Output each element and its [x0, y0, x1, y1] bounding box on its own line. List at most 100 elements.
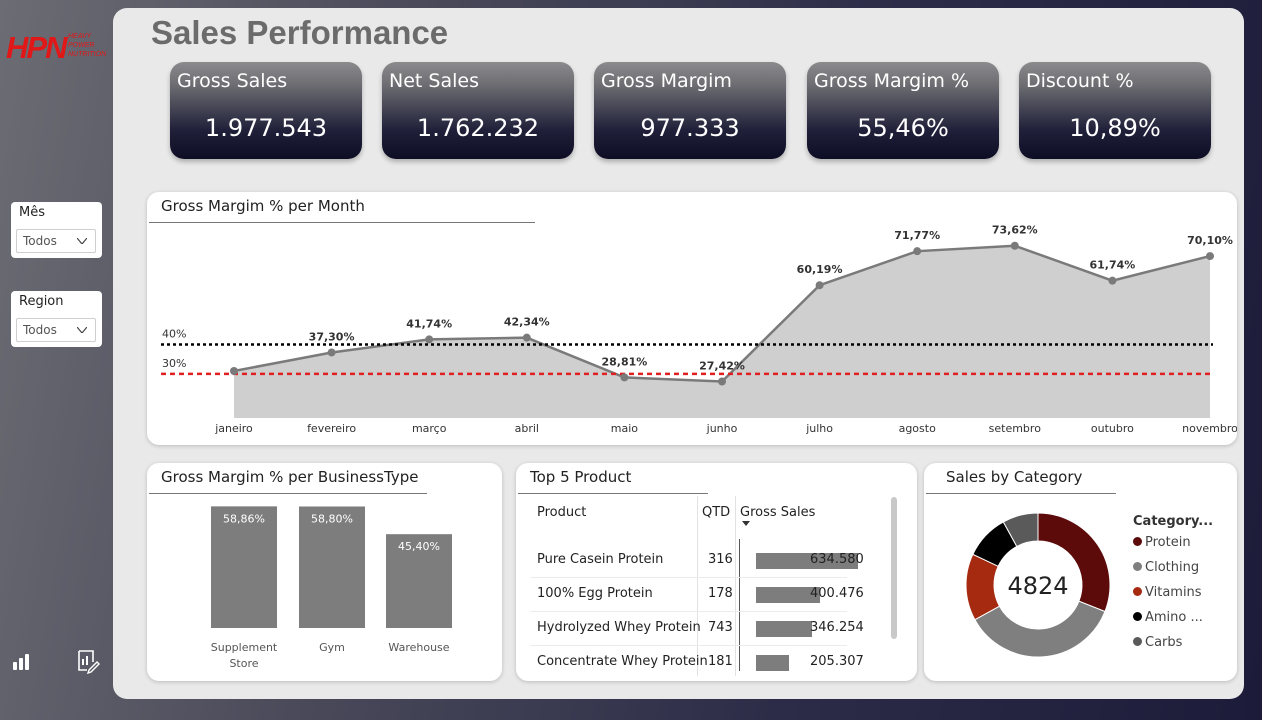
column-header-gross-sales[interactable]: Gross Sales: [740, 505, 816, 520]
month-filter-dropdown[interactable]: Todos: [16, 229, 96, 253]
data-label: 70,10%: [1187, 234, 1233, 247]
data-point: [815, 281, 824, 290]
qtd-value: 178: [708, 586, 733, 601]
margin-per-month-card[interactable]: Gross Margim % per Month 40% 30% janeiro 37…: [147, 192, 1237, 445]
margin-bar-chart: 58,86% Supplement Store 58,80% Gym 45,40% Ware…: [211, 506, 452, 670]
bar-data-label: 45,40%: [398, 540, 440, 553]
kpi-value: 55,46%: [857, 114, 949, 142]
table-scrollbar[interactable]: [891, 497, 897, 639]
top-products-card[interactable]: Top 5 Product Product QTD Gross Sales Pu…: [516, 463, 917, 681]
kpi-gross-margin-pct[interactable]: Gross Margim % 55,46%: [807, 62, 999, 159]
kpi-value: 1.762.232: [416, 114, 540, 142]
x-tick-label: julho: [805, 422, 833, 435]
x-tick-label: novembro: [1182, 422, 1237, 435]
data-point: [1206, 252, 1214, 261]
area-fill: [234, 245, 1210, 418]
table-title: Top 5 Product: [530, 468, 632, 486]
bar-data-label: 58,80%: [311, 512, 353, 525]
x-tick-label: abril: [515, 422, 539, 435]
data-point: [718, 377, 726, 386]
data-point: [327, 348, 336, 357]
report-canvas: Sales Performance Gross Sales 1.977.543 …: [113, 8, 1244, 699]
kpi-value: 977.333: [640, 114, 740, 142]
legend-label: Amino ...: [1145, 610, 1203, 625]
legend-dot-icon: [1133, 537, 1142, 546]
column-header-product[interactable]: Product: [537, 505, 587, 520]
data-point: [1108, 276, 1117, 285]
table-row[interactable]: Concentrate Whey Protein 181 205.307: [530, 646, 864, 679]
margin-area-chart: 40% 30% janeiro 37,30% fevereiro 41,74% março 4…: [161, 224, 1237, 435]
data-point: [522, 333, 531, 342]
category-legend: Category... Protein Clothing Vitamins Amino…: [1133, 514, 1233, 650]
product-name: 100% Egg Protein: [537, 586, 653, 601]
x-tick-label: junho: [706, 422, 738, 435]
donut-slice: [974, 600, 1106, 658]
title-underline: [149, 493, 427, 494]
x-tick-label: Supplement: [211, 641, 278, 654]
region-filter-dropdown[interactable]: Todos: [16, 318, 96, 342]
table-row[interactable]: Pure Casein Protein 316 634.580: [530, 544, 864, 578]
data-point: [913, 247, 922, 256]
legend-item[interactable]: Clothing: [1133, 560, 1199, 575]
month-filter-value: Todos: [23, 234, 57, 248]
product-name: Pure Casein Protein: [537, 552, 664, 567]
gross-sales-bar: [756, 621, 812, 637]
kpi-discount-pct[interactable]: Discount % 10,89%: [1019, 62, 1211, 159]
legend-item[interactable]: Protein: [1133, 535, 1191, 550]
legend-dot-icon: [1133, 612, 1142, 621]
data-label: 73,62%: [992, 224, 1038, 237]
qtd-value: 316: [708, 552, 733, 567]
logo-text: HPN: [6, 30, 67, 65]
legend-dot-icon: [1133, 637, 1142, 646]
bar: [299, 506, 365, 628]
gross-sales-value: 346.254: [810, 620, 864, 635]
data-label: 42,34%: [504, 316, 550, 329]
donut-slice: [1002, 512, 1039, 548]
hpn-logo: HPN HEAVY POWER NUTRITION: [6, 30, 110, 66]
sidebar: HPN HEAVY POWER NUTRITION Mês Todos Regi…: [0, 0, 113, 720]
legend-title: Category...: [1133, 514, 1214, 529]
kpi-gross-margin[interactable]: Gross Margim 977.333: [594, 62, 786, 159]
kpi-gross-sales[interactable]: Gross Sales 1.977.543: [170, 62, 362, 159]
legend-item[interactable]: Amino ...: [1133, 610, 1203, 625]
chevron-down-icon: [77, 238, 87, 244]
margin-per-business-card[interactable]: Gross Margim % per BusinessType 58,86% Su…: [147, 463, 502, 681]
region-filter-label: Region: [19, 294, 64, 309]
x-tick-label: março: [412, 422, 447, 435]
data-label: 27,42%: [699, 360, 745, 373]
data-label: 28,81%: [601, 355, 647, 368]
kpi-label: Gross Margim %: [814, 70, 970, 92]
bar-chart-icon[interactable]: [10, 648, 36, 674]
product-name: Hydrolyzed Whey Protein: [537, 620, 701, 635]
table-row[interactable]: 100% Egg Protein 178 400.476: [530, 578, 864, 612]
x-tick-label: setembro: [989, 422, 1042, 435]
reference-label: 40%: [162, 328, 186, 341]
x-tick-label: Store: [229, 657, 258, 670]
x-tick-label: janeiro: [214, 422, 253, 435]
report-edit-icon[interactable]: [75, 648, 101, 674]
legend-item[interactable]: Carbs: [1133, 635, 1182, 650]
data-point: [1010, 241, 1019, 250]
gross-sales-bar: [756, 553, 858, 569]
data-label: 71,77%: [894, 229, 940, 242]
legend-dot-icon: [1133, 587, 1142, 596]
table-row[interactable]: Hydrolyzed Whey Protein 743 346.254: [530, 612, 864, 646]
sort-desc-icon: [742, 521, 750, 526]
x-tick-label: fevereiro: [307, 422, 356, 435]
bar-axis-line: [739, 539, 740, 671]
legend-label: Clothing: [1145, 560, 1200, 575]
kpi-net-sales[interactable]: Net Sales 1.762.232: [382, 62, 574, 159]
sales-by-category-card[interactable]: Sales by Category 4824 Category... Prote…: [924, 463, 1237, 681]
data-label: 61,74%: [1089, 259, 1135, 272]
gross-sales-value: 205.307: [810, 654, 864, 669]
gross-sales-bar: [756, 587, 821, 603]
legend-item[interactable]: Vitamins: [1133, 585, 1202, 600]
title-underline: [149, 222, 535, 223]
legend-label: Protein: [1145, 535, 1191, 550]
kpi-label: Discount %: [1026, 70, 1134, 92]
column-divider: [697, 496, 698, 676]
bar: [211, 506, 277, 628]
month-filter: Mês Todos: [11, 202, 102, 258]
column-header-qtd[interactable]: QTD: [702, 505, 731, 520]
gross-sales-value: 634.580: [810, 552, 864, 567]
